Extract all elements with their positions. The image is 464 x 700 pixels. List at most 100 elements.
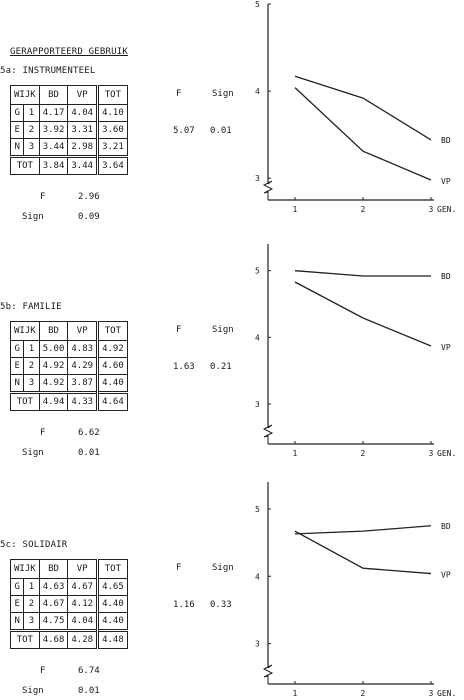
group-letter: G <box>9 104 25 122</box>
x-axis-label: GEN. <box>437 205 456 214</box>
bd-value: 3.44 <box>38 138 69 157</box>
table-row: G 1 5.00 4.83 4.92 <box>9 340 128 358</box>
x-tick-label: 1 <box>293 205 298 214</box>
header-bd: BD <box>38 85 69 105</box>
col-f-label: F <box>40 666 46 676</box>
bd-value: 4.17 <box>38 104 69 122</box>
header-wijk: WIJK <box>10 321 40 341</box>
x-tick-label: 2 <box>361 689 366 698</box>
row-sign-value: 0.01 <box>210 126 232 136</box>
group-letter: G <box>9 578 25 596</box>
col-f-value: 2.96 <box>78 192 100 202</box>
tot-value: 4.40 <box>96 374 128 393</box>
vp-value: 4.29 <box>67 357 99 375</box>
row-sign-label: Sign <box>212 325 234 335</box>
table-header-row: WIJK BD VP TOT <box>10 85 128 105</box>
total-bd: 4.94 <box>38 391 69 411</box>
tot-value: 4.40 <box>96 612 128 631</box>
y-tick-label: 3 <box>255 400 260 409</box>
bd-value: 5.00 <box>38 340 69 358</box>
series-line-bd <box>294 75 432 141</box>
col-sign-label: Sign <box>22 212 44 222</box>
wijk-index: 3 <box>23 612 40 631</box>
x-axis-label: GEN. <box>437 689 456 698</box>
header-tot: TOT <box>96 321 128 341</box>
total-label: TOT <box>10 629 40 649</box>
y-tick-label: 5 <box>255 505 260 514</box>
row-sign-label: Sign <box>212 563 234 573</box>
wijk-index: 2 <box>23 121 40 139</box>
series-label-vp: VP <box>441 177 451 186</box>
col-f-value: 6.74 <box>78 666 100 676</box>
table-header-row: WIJK BD VP TOT <box>10 559 128 579</box>
x-tick-label: 3 <box>429 205 434 214</box>
y-tick-label: 3 <box>255 640 260 649</box>
series-label-vp: VP <box>441 571 451 580</box>
table-total-row: TOT 4.94 4.33 4.64 <box>10 391 128 411</box>
row-f-label: F <box>176 89 182 99</box>
axis-break <box>262 424 274 444</box>
col-sign-label: Sign <box>22 448 44 458</box>
series-label-bd: BD <box>441 136 451 145</box>
col-sign-label: Sign <box>22 686 44 696</box>
total-bd: 4.68 <box>38 629 69 649</box>
x-tick-label: 3 <box>429 689 434 698</box>
tot-value: 4.65 <box>96 578 128 596</box>
vp-value: 4.12 <box>67 595 99 613</box>
header-vp: VP <box>67 85 99 105</box>
vp-value: 2.98 <box>67 138 99 157</box>
row-sign-value: 0.33 <box>210 600 232 610</box>
series-line-vp <box>294 281 432 347</box>
group-letter: N <box>9 138 25 157</box>
header-wijk: WIJK <box>10 85 40 105</box>
total-vp: 4.33 <box>67 391 99 411</box>
tot-value: 4.10 <box>96 104 128 122</box>
bd-value: 4.75 <box>38 612 69 631</box>
y-tick-label: 4 <box>255 572 260 581</box>
y-tick-label: 5 <box>255 267 260 276</box>
group-letter: E <box>9 121 25 139</box>
table-row: G 1 4.63 4.67 4.65 <box>9 578 128 596</box>
header-tot: TOT <box>96 85 128 105</box>
bd-value: 4.63 <box>38 578 69 596</box>
row-sign-label: Sign <box>212 89 234 99</box>
header-tot: TOT <box>96 559 128 579</box>
group-letter: N <box>9 374 25 393</box>
header-vp: VP <box>67 559 99 579</box>
table-row: N 3 3.44 2.98 3.21 <box>9 138 128 157</box>
section-title: 5c: SOLIDAIR <box>0 540 68 550</box>
group-letter: E <box>9 357 25 375</box>
table-row: E 2 4.92 4.29 4.60 <box>9 357 128 375</box>
page-title: GERAPPORTEERD GEBRUIK <box>10 47 128 57</box>
header-bd: BD <box>38 321 69 341</box>
col-f-label: F <box>40 428 46 438</box>
total-tot: 3.64 <box>96 155 128 175</box>
series-line-vp <box>294 87 432 181</box>
series-label-bd: BD <box>441 272 451 281</box>
row-f-value: 1.63 <box>173 362 195 372</box>
col-f-value: 6.62 <box>78 428 100 438</box>
x-axis-label: GEN. <box>437 449 456 458</box>
col-f-label: F <box>40 192 46 202</box>
vp-value: 3.87 <box>67 374 99 393</box>
row-sign-value: 0.21 <box>210 362 232 372</box>
header-bd: BD <box>38 559 69 579</box>
table-row: E 2 4.67 4.12 4.40 <box>9 595 128 613</box>
bd-value: 4.67 <box>38 595 69 613</box>
series-line-bd <box>294 525 432 535</box>
stats-table: WIJK BD VP TOT G 1 4.17 4.04 4.10 E 2 3.… <box>9 85 128 175</box>
section-title: 5a: INSTRUMENTEEL <box>0 66 96 76</box>
x-tick-label: 3 <box>429 449 434 458</box>
total-tot: 4.64 <box>96 391 128 411</box>
wijk-index: 2 <box>23 357 40 375</box>
stats-table: WIJK BD VP TOT G 1 5.00 4.83 4.92 E 2 4.… <box>9 321 128 411</box>
table-row: G 1 4.17 4.04 4.10 <box>9 104 128 122</box>
x-tick-label: 1 <box>293 689 298 698</box>
bd-value: 4.92 <box>38 357 69 375</box>
row-f-value: 1.16 <box>173 600 195 610</box>
x-tick-label: 2 <box>361 449 366 458</box>
series-label-vp: VP <box>441 343 451 352</box>
tot-value: 4.40 <box>96 595 128 613</box>
table-row: N 3 4.92 3.87 4.40 <box>9 374 128 393</box>
axis-break <box>262 180 274 200</box>
